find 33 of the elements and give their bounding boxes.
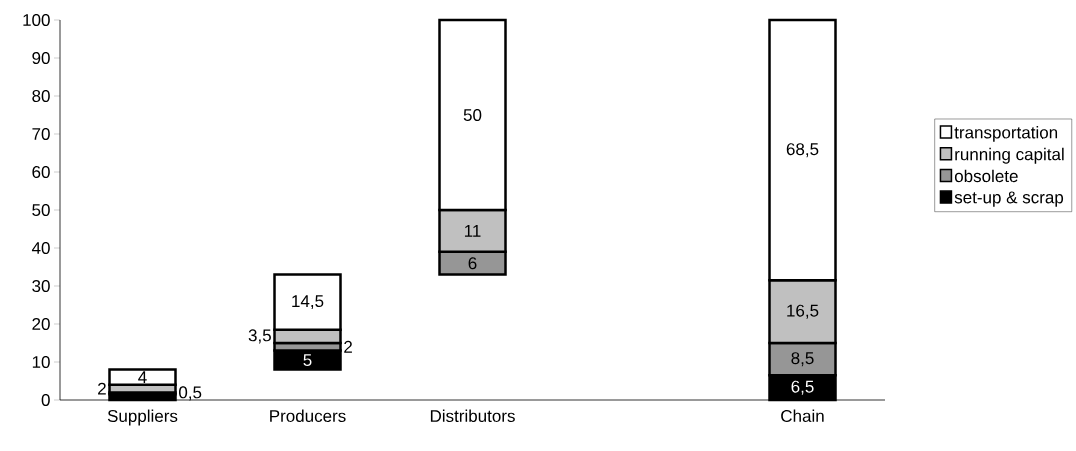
x-tick-label: Producers	[270, 409, 346, 423]
legend-label: obsolete	[954, 169, 1018, 183]
y-tick-label: 0	[41, 393, 50, 407]
y-tick-label: 80	[32, 89, 50, 103]
data-label: 6,5	[791, 380, 814, 395]
data-label: 50	[463, 108, 482, 122]
data-label: 0,5	[179, 386, 202, 401]
x-tick-label: Chain	[781, 409, 824, 423]
y-tick-label: 100	[23, 13, 50, 27]
data-label: 16,5	[787, 304, 819, 319]
data-label: 68,5	[786, 143, 819, 158]
data-label: 11	[464, 225, 481, 237]
legend-label: running capital	[955, 147, 1064, 164]
legend-label: transportation	[954, 126, 1058, 142]
y-tick-label: 50	[32, 203, 50, 217]
data-label: 2	[98, 382, 106, 395]
x-tick-label: Distributors	[430, 409, 515, 423]
y-tick-label: 90	[32, 51, 50, 65]
y-tick-label: 70	[32, 127, 50, 141]
data-label: 8,5	[791, 352, 814, 367]
x-tick-label: Suppliers	[107, 409, 178, 426]
data-label: 2	[344, 340, 352, 353]
y-tick-label: 40	[31, 241, 50, 255]
data-label: 3,5	[248, 329, 271, 344]
y-tick-label: 60	[32, 165, 50, 179]
data-label: 6	[468, 257, 477, 270]
y-tick-label: 10	[32, 355, 50, 369]
y-tick-label: 30	[32, 279, 50, 293]
data-label: 5	[303, 354, 312, 367]
legend-label: set-up & scrap	[954, 191, 1064, 207]
data-label: 4	[138, 371, 147, 384]
y-tick-label: 20	[32, 317, 50, 331]
data-label: 14,5	[292, 295, 324, 310]
